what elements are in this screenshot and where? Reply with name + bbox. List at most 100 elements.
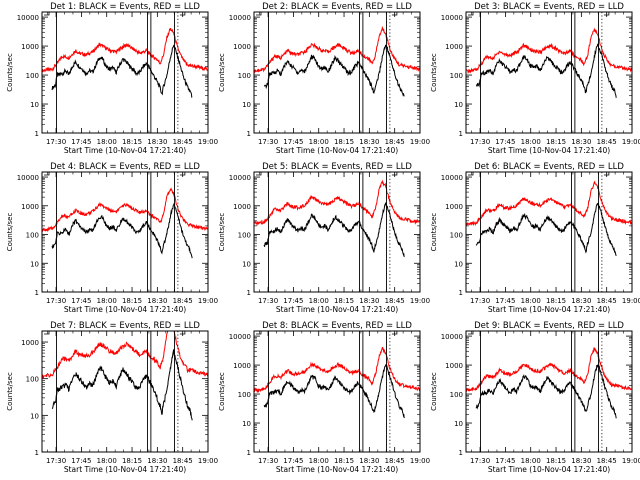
series-events-line — [475, 43, 617, 98]
x-axis-label: Start Time (10-Nov-04 17:21:40) — [64, 465, 186, 474]
panel-det-4: Det 4: BLACK = Events, RED = LLD Counts/s… — [6, 162, 218, 314]
series-events-line — [475, 364, 617, 419]
x-tick-label: 18:15 — [546, 297, 566, 305]
x-axis-label: Start Time (10-Nov-04 17:21:40) — [488, 146, 610, 155]
series-lld-line — [41, 28, 208, 73]
y-tick-label: 1 — [35, 130, 39, 138]
y-tick-label: 100 — [238, 391, 251, 399]
y-tick-label: 1000 — [445, 362, 463, 370]
panel-det-5: Det 5: BLACK = Events, RED = LLD Counts/s… — [218, 162, 430, 314]
y-tick-label: 1000 — [233, 43, 251, 51]
panel-det-2: Det 2: BLACK = Events, RED = LLD Counts/s… — [218, 2, 430, 155]
y-tick-label: 1000 — [21, 203, 39, 211]
x-tick-label: 18:30 — [571, 138, 591, 146]
x-tick-label: 18:00 — [521, 138, 541, 146]
x-tick-label: 18:45 — [173, 457, 193, 465]
x-tick-label: 18:45 — [597, 457, 617, 465]
series-events-line — [51, 349, 193, 421]
panel-title: Det 2: BLACK = Events, RED = LLD — [262, 2, 412, 12]
y-tick-label: 10000 — [441, 174, 463, 182]
x-axis-label: Start Time (10-Nov-04 17:21:40) — [276, 146, 398, 155]
series-lld-line — [253, 179, 421, 227]
plot-frame — [253, 171, 421, 293]
series-events-line — [263, 44, 405, 97]
x-tick-label: 17:45 — [495, 457, 515, 465]
x-axis-label: Start Time (10-Nov-04 17:21:40) — [276, 305, 398, 314]
x-tick-label: 18:30 — [147, 297, 167, 305]
x-tick-label: 17:45 — [283, 297, 303, 305]
x-tick-label: 18:00 — [97, 297, 117, 305]
x-tick-label: 19:00 — [198, 297, 218, 305]
x-tick-label: 17:45 — [283, 138, 303, 146]
series-lld-line — [41, 187, 209, 233]
x-tick-label: 17:30 — [258, 297, 278, 305]
y-tick-label: 1000 — [233, 203, 251, 211]
x-tick-label: 18:00 — [309, 138, 329, 146]
corner-flag-right — [179, 172, 186, 176]
y-tick-label: 10000 — [229, 14, 251, 22]
series-lld-line — [41, 330, 209, 379]
series-events-line — [51, 44, 193, 98]
y-tick-label: 100 — [450, 72, 463, 80]
y-axis-label: Counts/sec — [430, 213, 438, 252]
x-axis-label: Start Time (10-Nov-04 17:21:40) — [276, 465, 398, 474]
y-tick-label: 100 — [26, 232, 39, 240]
series-events-line — [475, 202, 617, 257]
x-tick-label: 18:00 — [309, 457, 329, 465]
x-tick-label: 18:15 — [122, 457, 142, 465]
series-events-line — [263, 364, 405, 419]
corner-flag-left — [468, 12, 474, 16]
panel-title: Det 3: BLACK = Events, RED = LLD — [474, 2, 624, 12]
panel-title: Det 8: BLACK = Events, RED = LLD — [262, 321, 412, 331]
panel-title: Det 1: BLACK = Events, RED = LLD — [50, 2, 200, 12]
x-tick-label: 17:30 — [470, 138, 490, 146]
series-lld-line — [465, 180, 633, 227]
y-tick-label: 10000 — [17, 14, 39, 22]
corner-flag-left — [44, 172, 50, 176]
panel-det-1: Det 1: BLACK = Events, RED = LLD Counts/s… — [6, 2, 218, 155]
corner-flag-right — [603, 12, 610, 16]
panel-det-7: Det 7: BLACK = Events, RED = LLD Counts/s… — [6, 321, 218, 474]
panel-title: Det 4: BLACK = Events, RED = LLD — [50, 162, 200, 172]
x-tick-label: 19:00 — [410, 457, 430, 465]
x-tick-label: 18:45 — [385, 297, 405, 305]
x-tick-label: 18:30 — [147, 138, 167, 146]
y-tick-label: 10 — [30, 101, 39, 109]
x-tick-label: 17:45 — [495, 297, 515, 305]
plot-frame — [465, 171, 633, 293]
panel-det-9: Det 9: BLACK = Events, RED = LLD Counts/s… — [430, 321, 640, 474]
panel-title: Det 9: BLACK = Events, RED = LLD — [474, 321, 624, 331]
series-events-line — [51, 202, 193, 259]
y-tick-label: 100 — [450, 391, 463, 399]
x-tick-label: 19:00 — [410, 138, 430, 146]
x-tick-label: 18:00 — [521, 297, 541, 305]
corner-flag-right — [179, 12, 186, 16]
y-tick-label: 10000 — [441, 14, 463, 22]
x-tick-label: 17:45 — [71, 138, 91, 146]
y-tick-label: 1000 — [445, 43, 463, 51]
x-tick-label: 18:45 — [173, 297, 193, 305]
corner-flag-left — [44, 12, 50, 16]
x-tick-label: 17:45 — [71, 297, 91, 305]
x-tick-label: 17:30 — [258, 457, 278, 465]
x-tick-label: 18:15 — [334, 138, 354, 146]
panel-title: Det 5: BLACK = Events, RED = LLD — [262, 162, 412, 172]
y-tick-label: 10 — [242, 101, 251, 109]
y-tick-label: 10 — [242, 420, 251, 428]
plot-frame — [465, 11, 633, 134]
x-tick-label: 18:00 — [309, 297, 329, 305]
x-tick-label: 19:00 — [410, 297, 430, 305]
y-tick-label: 1 — [459, 289, 463, 297]
corner-flag-left — [256, 12, 262, 16]
x-axis-label: Start Time (10-Nov-04 17:21:40) — [488, 465, 610, 474]
plot-frame — [41, 11, 209, 134]
x-tick-label: 18:15 — [546, 138, 566, 146]
y-tick-label: 1 — [247, 289, 251, 297]
x-tick-label: 17:30 — [46, 457, 66, 465]
x-axis-label: Start Time (10-Nov-04 17:21:40) — [488, 305, 610, 314]
x-tick-label: 18:45 — [385, 138, 405, 146]
series-lld-line — [253, 346, 421, 394]
y-axis-label: Counts/sec — [218, 53, 226, 92]
x-tick-label: 17:30 — [46, 297, 66, 305]
